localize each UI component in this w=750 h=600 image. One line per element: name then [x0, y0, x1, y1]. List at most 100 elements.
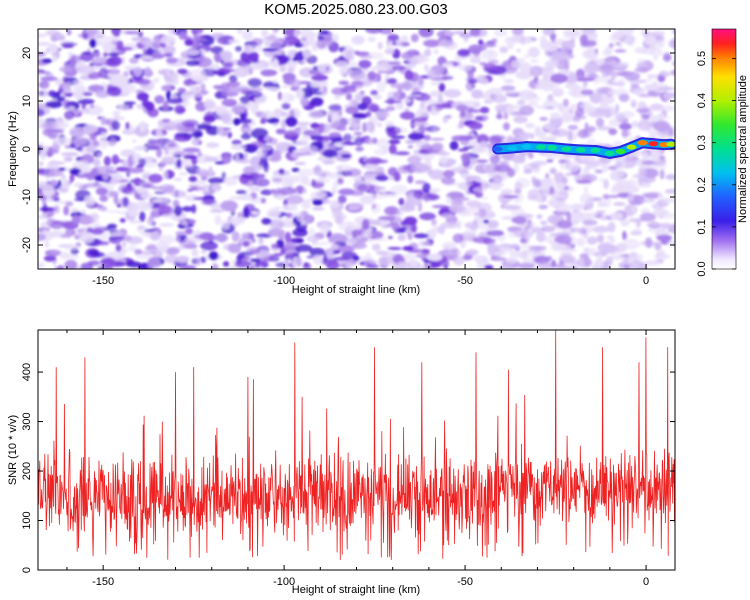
spectrogram-cell: [617, 29, 635, 36]
spectrogram-cell: [361, 230, 373, 238]
spectrogram-cell: [613, 202, 626, 206]
trace-point: [536, 144, 547, 150]
spectrogram-cell: [567, 130, 573, 142]
spectrogram-cell: [239, 96, 251, 104]
spectrogram-cell: [377, 41, 383, 50]
spectrogram-cell: [387, 236, 393, 239]
spectrogram-cell: [530, 222, 536, 230]
spectrogram-cell: [596, 234, 605, 243]
spectrogram-cell: [503, 90, 519, 94]
spectrogram-cell: [482, 256, 488, 265]
spectrogram-cell: [647, 228, 664, 233]
spectrogram-cell: [583, 247, 589, 253]
spectrogram-cell: [614, 170, 626, 178]
spectrogram-cell: [289, 109, 295, 118]
spectrogram-cell: [334, 164, 353, 172]
spectrogram-cell: [606, 235, 615, 240]
spectrogram-cell: [191, 248, 199, 257]
spectrogram-cell: [284, 258, 289, 268]
spectrogram-cell: [656, 159, 667, 165]
spectrogram-cell: [156, 148, 163, 158]
spectrogram-cell: [41, 71, 50, 75]
spectrogram-cell: [215, 105, 227, 115]
y-tick-label: 0: [21, 146, 33, 152]
spectrogram-cell: [402, 246, 415, 251]
spectrogram-cell: [281, 84, 290, 89]
spectrogram-cell: [49, 179, 58, 186]
spectrogram-cell: [296, 257, 303, 267]
spectrogram-cell: [599, 107, 617, 118]
spectrogram-cell: [597, 64, 615, 74]
spectrogram-cell: [260, 198, 266, 204]
spectrogram-cell: [122, 196, 129, 207]
spectrogram-cell: [387, 246, 402, 251]
spectrogram-cell: [317, 63, 327, 73]
spectrogram-cell: [185, 227, 193, 235]
spectrogram-cell: [633, 260, 638, 264]
spectrogram-cell: [179, 239, 196, 249]
spectrogram-cell: [551, 128, 569, 137]
spectrogram-cell: [519, 238, 528, 244]
spectrogram-cell: [228, 216, 247, 225]
spectrogram-cell: [159, 160, 168, 167]
spectrogram-cell: [292, 57, 298, 62]
spectrogram-y-label: Frequency (Hz): [7, 111, 19, 187]
spectrogram-cell: [508, 110, 527, 117]
spectrogram-cell: [190, 29, 204, 34]
spectrogram-cell: [333, 256, 351, 261]
spectrogram-cell: [365, 29, 383, 34]
spectrogram-cell: [97, 166, 107, 175]
spectrogram-cell: [103, 51, 108, 58]
spectrogram-cell: [460, 110, 466, 118]
spectrogram-cell: [250, 128, 269, 139]
spectrogram-cell: [318, 30, 330, 35]
spectrogram-cell: [487, 49, 494, 57]
spectrogram-cell: [315, 179, 331, 183]
spectrogram-cell: [614, 49, 627, 53]
spectrogram-cell: [184, 91, 203, 99]
spectrogram-cell: [128, 245, 137, 252]
spectrogram-cell: [408, 132, 425, 141]
spectrogram-cell: [369, 194, 387, 199]
spectrogram-cell: [70, 208, 79, 213]
spectrogram-cell: [397, 260, 407, 265]
spectrogram-cell: [59, 66, 73, 73]
spectrogram-cell: [529, 65, 543, 77]
spectrogram-cell: [419, 212, 436, 221]
spectrogram-cell: [60, 151, 79, 157]
spectrogram-cell: [243, 152, 249, 160]
spectrogram-cell: [423, 39, 441, 48]
spectrogram-cell: [92, 158, 101, 168]
spectrogram-cell: [177, 68, 188, 75]
spectrogram-cell: [133, 201, 151, 211]
spectrogram-cell: [208, 166, 213, 177]
spectrogram-cell: [351, 35, 365, 45]
snr-y-axis: 0 100 200 300 400: [21, 363, 675, 573]
spectrogram-cell: [280, 92, 295, 103]
spectrogram-cell: [361, 218, 370, 230]
y-tick-label: -20: [21, 237, 33, 253]
spectrogram-cell: [243, 206, 250, 217]
spectrogram-cell: [670, 69, 675, 76]
spectrogram-cell: [196, 168, 206, 173]
spectrogram-cell: [357, 183, 376, 192]
spectrogram-cell: [388, 144, 397, 155]
spectrogram-cell: [489, 153, 501, 165]
spectrogram-cell: [363, 174, 377, 178]
spectrogram-cell: [425, 262, 432, 267]
spectrogram-cell: [536, 194, 543, 204]
spectrogram-cell: [273, 108, 284, 118]
spectrogram-cell: [631, 205, 636, 214]
spectrogram-cell: [40, 221, 48, 229]
spectrogram-cell: [348, 202, 365, 210]
spectrogram-cell: [285, 116, 298, 127]
spectrogram-cell: [538, 66, 555, 71]
spectrogram-cell: [607, 165, 618, 171]
spectrogram-cell: [106, 86, 122, 97]
spectrogram-cell: [270, 189, 277, 193]
spectrogram-cell: [370, 90, 379, 96]
spectrogram-cell: [385, 105, 396, 112]
spectrogram-cell: [262, 48, 280, 52]
spectrogram-cell: [511, 216, 527, 224]
spectrogram-cell: [337, 195, 347, 204]
